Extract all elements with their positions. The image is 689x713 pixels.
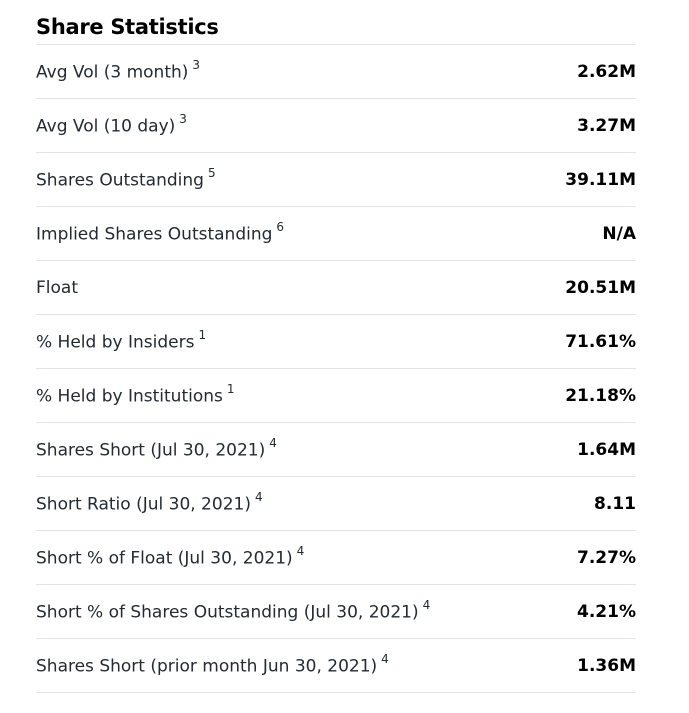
row-label: Short % of Float (Jul 30, 2021) 4 [36, 530, 545, 585]
footnote-ref: 1 [226, 382, 235, 397]
row-value: 20.51M [544, 260, 636, 315]
row-value: 3.27M [544, 98, 636, 153]
row-label: Shares Short (Jul 30, 2021) 4 [36, 422, 545, 477]
footnote-ref: 1 [198, 328, 207, 343]
row-value: 39.11M [544, 152, 636, 207]
table-row: Short % of Shares Outstanding (Jul 30, 2… [36, 584, 636, 639]
row-value: 4.21% [544, 584, 636, 639]
footnote-ref: 4 [254, 490, 263, 505]
table-row: Short % of Float (Jul 30, 2021) 4 7.27% [36, 530, 636, 585]
share-statistics-table: Avg Vol (3 month) 3 2.62M Avg Vol (10 day… [36, 45, 636, 693]
table-row: Implied Shares Outstanding 6 N/A [36, 206, 636, 261]
row-value: 1.36M [544, 638, 636, 693]
row-label: % Held by Insiders 1 [36, 314, 545, 369]
footnote-ref: 4 [381, 652, 389, 667]
table-row: Shares Short (Jul 30, 2021) 4 1.64M [36, 422, 636, 477]
row-label: Short Ratio (Jul 30, 2021) 4 [36, 476, 545, 531]
row-label: Implied Shares Outstanding 6 [36, 206, 545, 261]
row-value: 2.62M [544, 45, 636, 99]
row-label: Shares Outstanding 5 [36, 152, 545, 207]
table-row: Shares Short (prior month Jun 30, 2021) 4… [36, 638, 636, 693]
row-value: N/A [544, 206, 636, 261]
row-label: Avg Vol (10 day) 3 [36, 98, 545, 153]
footnote-ref: 5 [207, 166, 216, 181]
row-value: 71.61% [544, 314, 636, 369]
table-row: Short Ratio (Jul 30, 2021) 4 8.11 [36, 476, 636, 531]
row-label: Short % of Shares Outstanding (Jul 30, 2… [36, 584, 545, 639]
table-row: % Held by Institutions 1 21.18% [36, 368, 636, 423]
footnote-ref: 3 [192, 58, 201, 73]
row-label: Avg Vol (3 month) 3 [36, 45, 545, 99]
row-value: 21.18% [544, 368, 636, 423]
row-label: % Held by Institutions 1 [36, 368, 545, 423]
footnote-ref: 4 [422, 598, 431, 613]
row-label: Float [36, 260, 545, 315]
footnote-ref: 4 [269, 436, 277, 451]
section-title: Share Statistics [36, 10, 636, 45]
table-row: Shares Outstanding 5 39.11M [36, 152, 636, 207]
share-statistics-panel: Share Statistics Avg Vol (3 month) 3 2.62… [36, 10, 636, 693]
footnote-ref: 6 [276, 220, 285, 235]
row-value: 1.64M [544, 422, 636, 477]
table-row: % Held by Insiders 1 71.61% [36, 314, 636, 369]
row-value: 7.27% [544, 530, 636, 585]
row-value: 8.11 [544, 476, 636, 531]
table-row: Avg Vol (3 month) 3 2.62M [36, 45, 636, 99]
table-row: Float 20.51M [36, 260, 636, 315]
table-row: Avg Vol (10 day) 3 3.27M [36, 98, 636, 153]
footnote-ref: 4 [296, 544, 305, 559]
footnote-ref: 3 [179, 112, 187, 127]
row-label: Shares Short (prior month Jun 30, 2021) 4 [36, 638, 545, 693]
